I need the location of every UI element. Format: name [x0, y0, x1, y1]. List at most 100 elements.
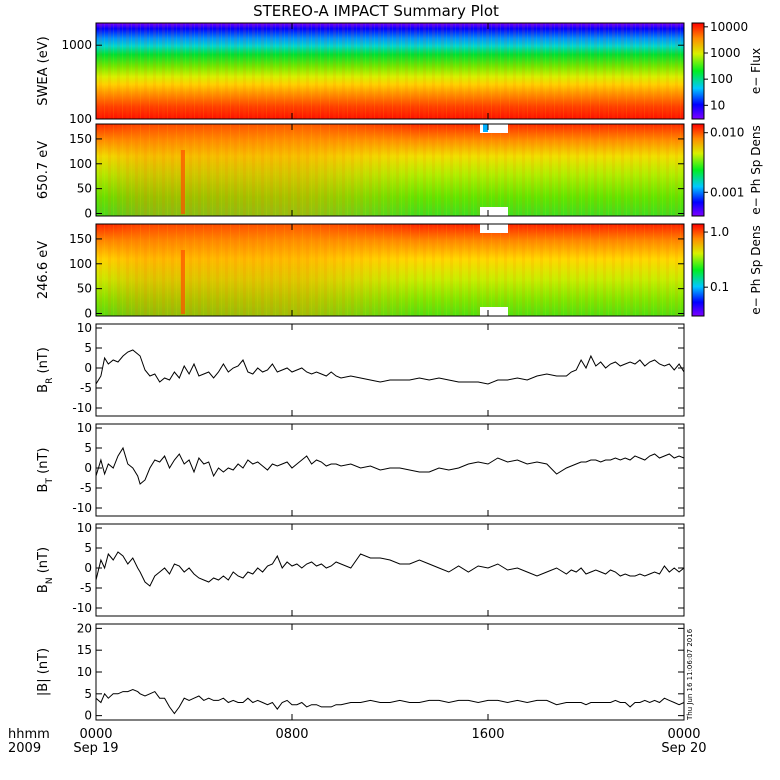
br-yticks: 10 5 0 -5 -10: [72, 321, 684, 415]
babs-ytick-label: 15: [77, 643, 92, 657]
bn-panel: 10 5 0 -5 -10 BN (nT): [36, 521, 685, 617]
bn-series-line: [95, 551, 685, 587]
bt-ytick-label: -10: [72, 501, 92, 515]
plot-timestamp: Thu Jun 16 11:06:07 2016: [686, 628, 694, 721]
swea-colorbar-tick-label: 10: [710, 98, 725, 112]
br-frame: [95, 323, 685, 417]
bn-ylabel: BN (nT): [36, 547, 55, 593]
bt-panel: 10 5 0 -5 -10 BT (nT): [36, 421, 685, 517]
bt-ylabel-sub: T: [45, 478, 55, 485]
pad-650-ytick-label: 150: [69, 132, 92, 146]
pad-650-colorbar-fill: [692, 124, 704, 216]
swea-frame: [95, 22, 685, 120]
bn-ytick-label: -10: [72, 601, 92, 615]
bn-ytick-label: 5: [84, 541, 92, 555]
pad-246-ylabel: 246.6 eV: [36, 241, 51, 299]
pad-650-ylabel: 650.7 eV: [36, 141, 51, 199]
pad-650-gap-bottom: [480, 207, 508, 216]
bt-ytick-label: 10: [77, 421, 92, 435]
pad-246-colorbar-tick-label: 1.0: [710, 225, 729, 239]
time-axis-header: hhmm: [8, 727, 50, 742]
bt-ylabel-unit: (nT): [36, 448, 51, 478]
time-tick-label: 0000: [79, 727, 112, 742]
babs-ylabel: |B| (nT): [36, 648, 51, 696]
pad-246-colorbar-label: e− Ph Sp Dens: [749, 225, 763, 314]
pad-246-colorbar-frame: [691, 223, 705, 317]
pad-246-streak: [181, 250, 185, 314]
bt-ylabel: BT (nT): [36, 448, 55, 493]
bt-yticks: 10 5 0 -5 -10: [72, 421, 684, 515]
bn-ylabel-sub: N: [45, 577, 55, 584]
bn-yticks: 10 5 0 -5 -10: [72, 521, 684, 615]
swea-colorbar: 10000 1000 100 10 e− Flux: [691, 20, 763, 120]
bt-ytick-label: 0: [84, 461, 92, 475]
br-ytick-label: -10: [72, 401, 92, 415]
pad-650-ytick-label: 50: [77, 182, 92, 196]
pad-246-spectrogram-panel: 150 100 50 0 246.6 eV: [36, 223, 685, 321]
pad-246-ytick-label: 100: [69, 257, 92, 271]
babs-panel: 20 15 10 5 0 |B| (nT): [36, 621, 685, 723]
pad-650-colorbar-ticks: 0.010 0.001: [704, 126, 744, 199]
bt-frame: [95, 423, 685, 517]
babs-frame: [95, 623, 685, 721]
plot-title: STEREO-A IMPACT Summary Plot: [253, 2, 499, 20]
pad-246-colorbar-ticks: 1.0 0.1: [704, 225, 729, 294]
pad-246-ytick-label: 0: [84, 307, 92, 321]
pad-650-ytick-label: 100: [69, 157, 92, 171]
swea-ytick-label: 100: [69, 112, 92, 126]
pad-246-gap-bottom: [480, 307, 508, 316]
pad-246-frame: [95, 223, 685, 317]
pad-246-ytick-label: 150: [69, 232, 92, 246]
pad-650-spectrogram-texture: [96, 124, 684, 216]
br-ylabel-unit: (nT): [36, 347, 51, 377]
swea-colorbar-ticks: 10000 1000 100 10: [704, 20, 748, 112]
pad-650-gap-top: [480, 124, 508, 133]
pad-246-ytick-label: 50: [77, 282, 92, 296]
pad-246-gap-top: [480, 224, 508, 233]
bn-ytick-label: 10: [77, 521, 92, 535]
babs-ytick-label: 0: [84, 709, 92, 723]
babs-ylabel-main: |B|: [36, 678, 51, 696]
bt-series-line: [95, 446, 685, 485]
time-tick-date: Sep 19: [73, 741, 118, 756]
babs-ytick-label: 10: [77, 665, 92, 679]
time-tick-label: 0800: [275, 727, 308, 742]
pad-650-colorbar-tick-label: 0.001: [710, 185, 744, 199]
pad-650-spectrogram-panel: 150 100 50 0 650.7 eV: [36, 123, 685, 221]
swea-colorbar-fill: [692, 23, 704, 119]
time-tick-label: 1600: [471, 727, 504, 742]
time-axis-year: 2009: [8, 741, 41, 756]
swea-spectrogram-panel: 1000 100 SWEA (eV): [36, 22, 685, 126]
bn-ylabel-unit: (nT): [36, 547, 51, 577]
swea-ytick-label: 1000: [61, 38, 92, 52]
swea-colorbar-tick-label: 10000: [710, 20, 748, 34]
br-ytick-label: 0: [84, 361, 92, 375]
bn-ytick-label: 0: [84, 561, 92, 575]
pad-246-colorbar: 1.0 0.1 e− Ph Sp Dens: [691, 223, 763, 317]
bn-frame: [95, 523, 685, 617]
bn-ytick-label: -5: [80, 581, 92, 595]
pad-650-gap-mark: [483, 124, 488, 132]
swea-spectrogram-texture: [96, 23, 684, 119]
pad-650-colorbar: 0.010 0.001 e− Ph Sp Dens: [691, 123, 763, 217]
pad-650-frame: [95, 123, 685, 217]
br-ylabel-sub: R: [45, 378, 55, 384]
bt-ytick-label: -5: [80, 481, 92, 495]
pad-650-colorbar-label: e− Ph Sp Dens: [749, 125, 763, 214]
swea-colorbar-tick-label: 1000: [710, 46, 741, 60]
swea-colorbar-label: e− Flux: [749, 48, 763, 94]
time-tick-label: 0000: [667, 727, 700, 742]
babs-ytick-label: 5: [84, 687, 92, 701]
babs-ylabel-unit: (nT): [36, 648, 51, 678]
pad-650-colorbar-frame: [691, 123, 705, 217]
babs-series-line: [95, 688, 685, 715]
br-ytick-label: 5: [84, 341, 92, 355]
bn-ylabel-main: B: [36, 584, 51, 593]
br-ylabel-main: B: [36, 384, 51, 393]
bt-ytick-label: 5: [84, 441, 92, 455]
pad-246-yticks: 150 100 50 0: [69, 232, 684, 321]
pad-246-colorbar-tick-label: 0.1: [710, 280, 729, 294]
pad-650-streak: [181, 150, 185, 214]
